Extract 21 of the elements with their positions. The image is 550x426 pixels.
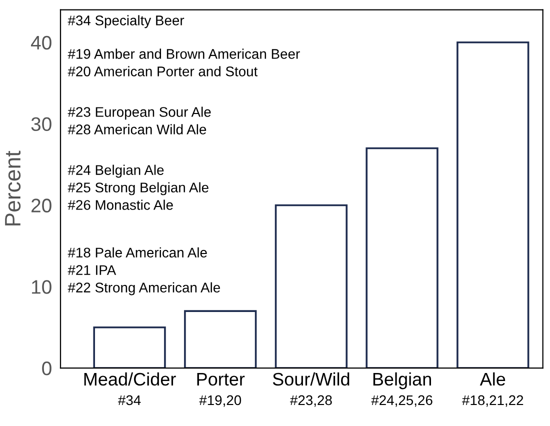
bar — [184, 310, 257, 368]
y-axis-title: Percent — [5, 150, 21, 226]
x-tick-label: Belgian #24,25,26 — [371, 372, 432, 407]
bar — [366, 147, 438, 368]
x-tick-label: Ale #18,21,22 — [462, 372, 524, 407]
bar — [93, 326, 166, 368]
y-tick-label: 40 — [30, 36, 52, 50]
y-tick-label: 30 — [31, 117, 52, 132]
annotation: #24 Belgian Ale #25 Strong Belgian Ale #26 Monastic Ale — [68, 164, 208, 210]
x-tick-label: Mead/Cider #34 — [84, 372, 176, 406]
y-tick-label: 0 — [42, 362, 52, 376]
y-tick-label: 20 — [32, 198, 52, 212]
annotation: #34 Specialty Beer — [68, 15, 184, 28]
y-tick-label: 10 — [32, 280, 52, 294]
x-tick-label: Sour/Wild #23,28 — [272, 372, 350, 407]
annotation: #23 European Sour Ale #28 American Wild Ale — [68, 106, 211, 134]
x-tick-label: Porter #19,20 — [197, 373, 245, 407]
annotation: #18 Pale American Ale #21 IPA #22 Strong American Ale — [68, 247, 220, 296]
bar — [456, 41, 530, 368]
annotation: #19 Amber and Brown American Beer #20 American Porter and Stout — [68, 48, 300, 76]
bar — [274, 204, 348, 368]
